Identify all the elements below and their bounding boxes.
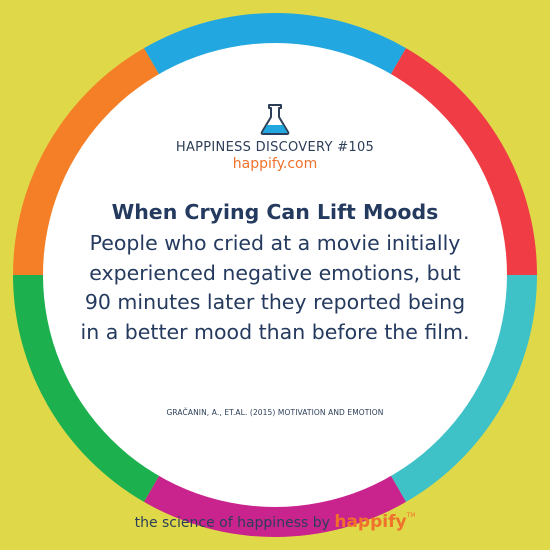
- flask-icon: [260, 104, 290, 135]
- body-text: People who cried at a movie initially ex…: [80, 231, 470, 344]
- headline: When Crying Can Lift Moods: [111, 200, 439, 224]
- inner-circle: [43, 43, 507, 507]
- footer-tagline: the science of happiness by: [134, 515, 330, 531]
- footer: the science of happiness by happifyTM: [0, 512, 550, 532]
- trademark: TM: [406, 512, 416, 519]
- brand-logo: happify: [334, 512, 407, 532]
- discovery-number: HAPPINESS DISCOVERY #105: [175, 140, 375, 155]
- site-link[interactable]: happify.com: [232, 156, 318, 172]
- citation: GRAČANIN, A., ET.AL. (2015) MOTIVATION A…: [166, 408, 384, 417]
